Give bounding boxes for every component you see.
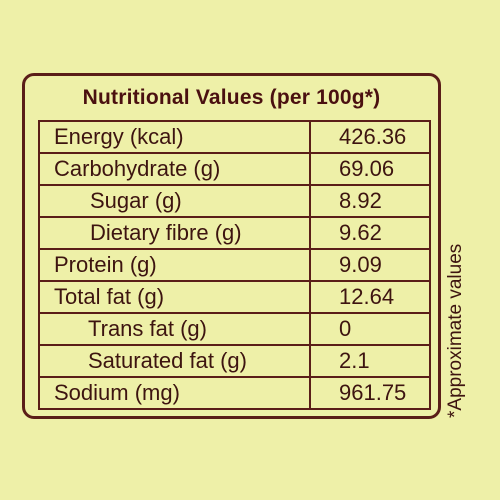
- table-row: Trans fat (g) 0: [38, 312, 431, 346]
- row-label: Saturated fat (g): [38, 344, 311, 378]
- row-label: Protein (g): [38, 248, 311, 282]
- row-value: 961.75: [309, 376, 431, 410]
- row-label: Dietary fibre (g): [38, 216, 311, 250]
- row-label: Carbohydrate (g): [38, 152, 311, 186]
- nutrition-table: Energy (kcal) 426.36 Carbohydrate (g) 69…: [38, 120, 431, 410]
- nutrition-panel: Nutritional Values (per 100g*) Energy (k…: [22, 73, 441, 419]
- table-title: Nutritional Values (per 100g*): [82, 86, 381, 109]
- row-label: Sugar (g): [38, 184, 311, 218]
- row-value: 0: [309, 312, 431, 346]
- table-row: Protein (g) 9.09: [38, 248, 431, 282]
- row-label: Energy (kcal): [38, 120, 311, 154]
- table-row: Total fat (g) 12.64: [38, 280, 431, 314]
- approximate-values-note: *Approximate values: [445, 243, 466, 418]
- row-value: 9.09: [309, 248, 431, 282]
- row-value: 69.06: [309, 152, 431, 186]
- table-row: Dietary fibre (g) 9.62: [38, 216, 431, 250]
- table-row: Saturated fat (g) 2.1: [38, 344, 431, 378]
- table-row: Carbohydrate (g) 69.06: [38, 152, 431, 186]
- table-row: Sugar (g) 8.92: [38, 184, 431, 218]
- row-value: 2.1: [309, 344, 431, 378]
- row-value: 426.36: [309, 120, 431, 154]
- row-label: Trans fat (g): [38, 312, 311, 346]
- row-value: 8.92: [309, 184, 431, 218]
- row-value: 9.62: [309, 216, 431, 250]
- row-label: Sodium (mg): [38, 376, 311, 410]
- row-value: 12.64: [309, 280, 431, 314]
- table-row: Energy (kcal) 426.36: [38, 120, 431, 154]
- row-label: Total fat (g): [38, 280, 311, 314]
- table-row: Sodium (mg) 961.75: [38, 376, 431, 410]
